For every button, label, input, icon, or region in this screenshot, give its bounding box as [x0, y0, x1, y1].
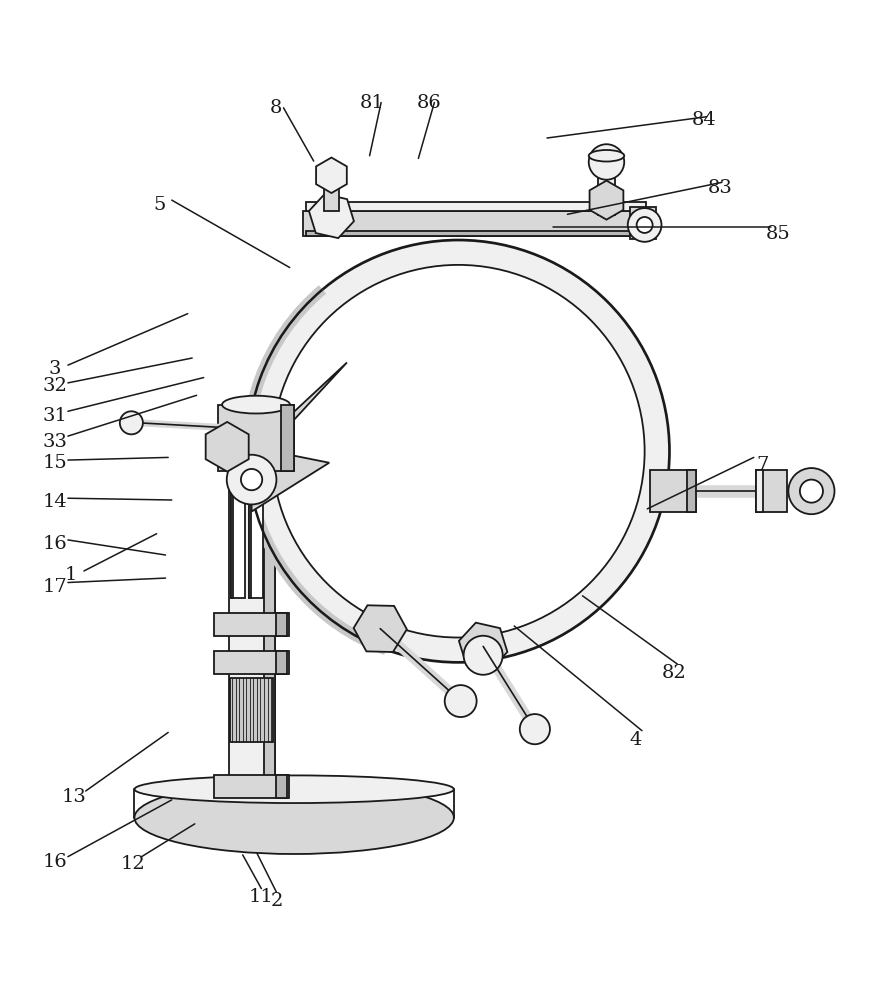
Bar: [277, 651, 287, 674]
Bar: [756, 470, 787, 512]
Text: 85: 85: [765, 225, 790, 243]
Text: 81: 81: [360, 94, 384, 112]
Bar: [231, 678, 273, 742]
Text: 82: 82: [661, 664, 686, 682]
Text: 15: 15: [42, 454, 67, 472]
Circle shape: [636, 217, 652, 233]
Bar: [277, 440, 287, 463]
Circle shape: [247, 240, 669, 662]
Polygon shape: [252, 362, 347, 512]
Bar: [249, 469, 263, 598]
Bar: [597, 164, 615, 215]
Ellipse shape: [134, 781, 454, 854]
Circle shape: [588, 144, 624, 180]
Text: 16: 16: [42, 535, 67, 553]
Bar: [756, 470, 763, 512]
Text: 14: 14: [42, 493, 67, 511]
Text: 31: 31: [42, 407, 67, 425]
Circle shape: [627, 208, 661, 242]
Text: 3: 3: [48, 360, 61, 378]
Bar: [249, 469, 251, 598]
Circle shape: [445, 685, 477, 717]
Bar: [303, 211, 649, 236]
Text: 2: 2: [271, 892, 283, 910]
Bar: [214, 775, 289, 798]
Text: 8: 8: [271, 99, 283, 117]
Bar: [231, 469, 233, 598]
Text: 86: 86: [417, 94, 441, 112]
Text: 12: 12: [120, 855, 145, 873]
Ellipse shape: [134, 775, 454, 803]
Text: 33: 33: [42, 433, 67, 451]
Bar: [305, 231, 646, 236]
Circle shape: [464, 636, 503, 675]
Circle shape: [120, 411, 143, 434]
Bar: [305, 202, 646, 211]
Text: 7: 7: [756, 456, 769, 474]
Circle shape: [277, 269, 640, 633]
Circle shape: [789, 468, 835, 514]
Bar: [214, 613, 289, 636]
Text: 5: 5: [153, 196, 166, 214]
Bar: [324, 175, 338, 211]
Bar: [264, 438, 275, 791]
Text: 13: 13: [61, 788, 86, 806]
Text: 83: 83: [708, 179, 732, 197]
Bar: [650, 470, 696, 512]
Text: 17: 17: [42, 578, 67, 596]
Bar: [214, 440, 289, 463]
Bar: [277, 613, 287, 636]
Ellipse shape: [588, 150, 624, 162]
Bar: [277, 775, 287, 798]
Bar: [218, 405, 294, 471]
Text: 11: 11: [249, 888, 274, 906]
Circle shape: [800, 480, 823, 503]
Circle shape: [520, 714, 550, 744]
Bar: [687, 470, 696, 512]
Bar: [231, 469, 246, 598]
Text: 1: 1: [64, 566, 77, 584]
Bar: [229, 438, 275, 791]
Bar: [214, 651, 289, 674]
Text: 16: 16: [42, 853, 67, 871]
Circle shape: [272, 265, 644, 638]
Circle shape: [241, 469, 263, 490]
Bar: [281, 405, 294, 471]
Text: 4: 4: [629, 731, 642, 749]
Text: 32: 32: [42, 377, 67, 395]
Bar: [633, 213, 652, 233]
Ellipse shape: [222, 396, 290, 413]
Bar: [629, 207, 656, 239]
Circle shape: [227, 455, 277, 504]
Text: 84: 84: [692, 111, 716, 129]
